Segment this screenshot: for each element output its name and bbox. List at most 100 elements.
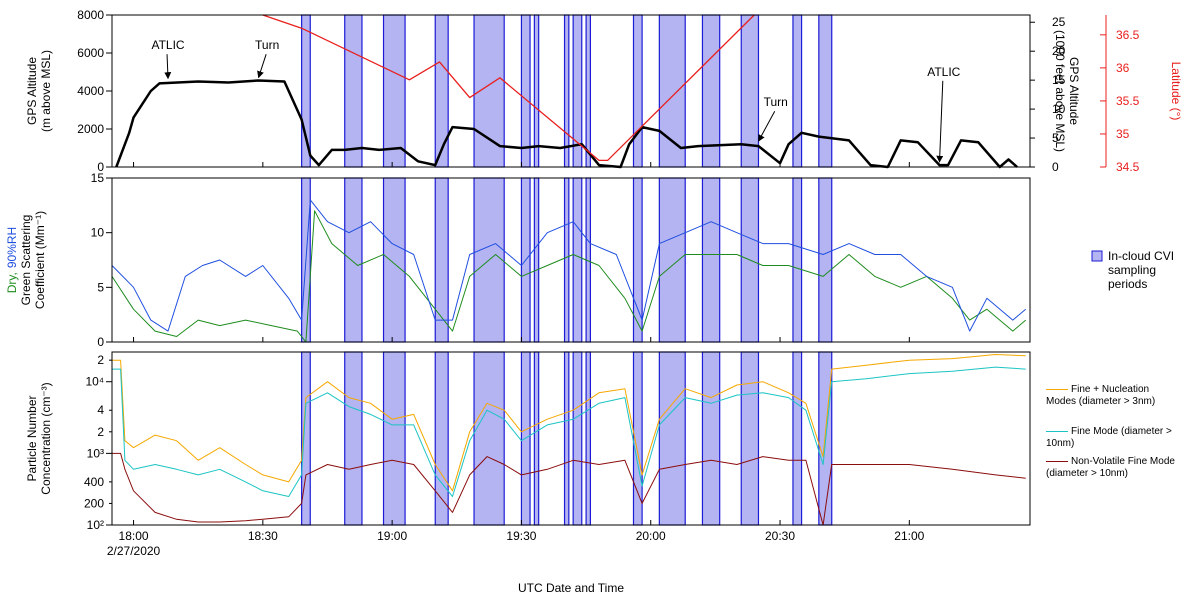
y2-tick-label: 10 [1052,102,1066,116]
cloud-period [563,177,570,343]
series-line [111,210,1027,343]
y-tick-label: 200 [84,496,104,510]
annotation: Turn [764,95,788,109]
legend-text: Non-Volatile Fine Mode (diameter > 10nm) [1046,456,1175,479]
y3-axis-title: Latitude (°) [1169,62,1183,121]
y-tick-label: 4000 [77,84,104,98]
series-line [262,14,755,162]
cloud-period [382,351,406,526]
y-tick-label: 0 [97,335,104,349]
cloud-period [572,351,583,526]
cloud-period [382,14,406,168]
legend-swatch [1091,250,1103,262]
y-axis-title-line: GPS Altitude [25,57,39,125]
cloud-period [563,14,570,168]
legend-entry: Fine + Nucleation Modes (diameter > 3nm) [1046,384,1178,408]
cloud-period [740,351,760,526]
y3-tick-label: 36 [1116,61,1130,75]
y-tick-label: 8000 [77,8,104,22]
x-tick-label: 19:00 [377,529,407,543]
y-axis-title: GPS Altitude(m above MSL) [25,50,53,132]
y-axis-title-line: Coefficient (Mm⁻¹) [33,211,47,309]
series-line [112,452,1026,526]
cloud-period [344,177,363,343]
y2-tick-label: 25 [1052,15,1066,29]
legend-entry: 90%RH [5,227,19,268]
cloud-period [344,14,363,168]
y-tick-label: 400 [84,475,104,489]
cloud-period [818,177,833,343]
annotation: Turn [255,38,279,52]
y-axis-title-line: Particle Number [25,395,39,481]
cloud-period [701,177,721,343]
plot-frame [111,14,1031,168]
x-date-label: 2/27/2020 [107,544,161,558]
cloud-period [701,351,721,526]
annotation: ATLIC [151,38,184,52]
x-tick-label: 19:30 [506,529,536,543]
y-axis-title: Particle NumberConcentration (cm⁻³) [25,382,53,494]
series-line [112,366,1026,497]
y-axis-legend: Dry, 90%RH [5,227,19,293]
annotation: ATLIC [927,65,960,79]
cloud-period [658,351,686,526]
y-tick-label: 2 [97,425,104,439]
legend-text: Fine Mode (diameter > 10nm) [1046,426,1172,449]
x-tick-label: 20:00 [636,529,666,543]
y-tick-label: 10 [91,226,105,240]
cloud-period [572,177,583,343]
series-line [115,79,1018,169]
cloud-period [585,14,591,168]
cloud-period [818,14,833,168]
y-tick-label: 10⁴ [85,375,104,389]
y-tick-label: 10² [87,518,104,532]
y2-tick-label: 15 [1052,73,1066,87]
legend-entry: Non-Volatile Fine Mode (diameter > 10nm) [1046,456,1178,480]
y-tick-label: 2 [97,353,104,367]
y-tick-label: 15 [91,171,105,185]
cloud-period [658,14,686,168]
series-line [111,199,1027,332]
annotation-arrow [164,54,172,80]
y-tick-label: 4 [97,403,104,417]
y3-tick-label: 35 [1116,127,1130,141]
cloud-period [533,177,540,343]
y-tick-label: 10³ [87,446,104,460]
cloud-period [520,14,531,168]
x-tick-label: 18:00 [119,529,149,543]
cloud-period [792,14,803,168]
cloud-period [473,351,505,526]
y-tick-label: 2000 [77,122,104,136]
y2-axis-title-line: GPS Altitude [1067,57,1081,125]
y-axis-title: Dry, 90%RHGreen ScatteringCoefficient (Mm… [5,211,47,309]
plot-frame [111,177,1031,343]
x-tick-label: 21:00 [894,529,924,543]
cloud-period [585,351,591,526]
cloud-period [344,351,363,526]
y-tick-label: 6000 [77,46,104,60]
x-tick-label: 20:30 [765,529,795,543]
legend-line [1046,460,1068,462]
plot-frame [111,351,1031,526]
legend-entry: In-cloud CVI sampling periods [1108,249,1175,291]
legend-entry: Fine Mode (diameter > 10nm) [1046,426,1178,450]
y-tick-label: 0 [97,160,104,174]
cloud-period [434,14,449,168]
cloud-period [301,14,311,168]
cloud-period [473,14,505,168]
cloud-period [792,177,803,343]
cloud-period [533,351,540,526]
cloud-period [792,351,803,526]
annotation-arrow [758,110,776,142]
y2-axis-title-line: (1000 feet above MSL) [1053,30,1067,152]
x-tick-label: 18:30 [248,529,278,543]
annotation-arrow [257,54,267,79]
y3-tick-label: 36.5 [1116,28,1140,42]
y2-axis-title: GPS Altitude(1000 feet above MSL) [1053,30,1081,152]
y2-tick-label: 5 [1052,131,1059,145]
x-axis-title: UTC Date and Time [518,581,624,595]
cloud-period [563,351,570,526]
cloud-period [382,177,406,343]
